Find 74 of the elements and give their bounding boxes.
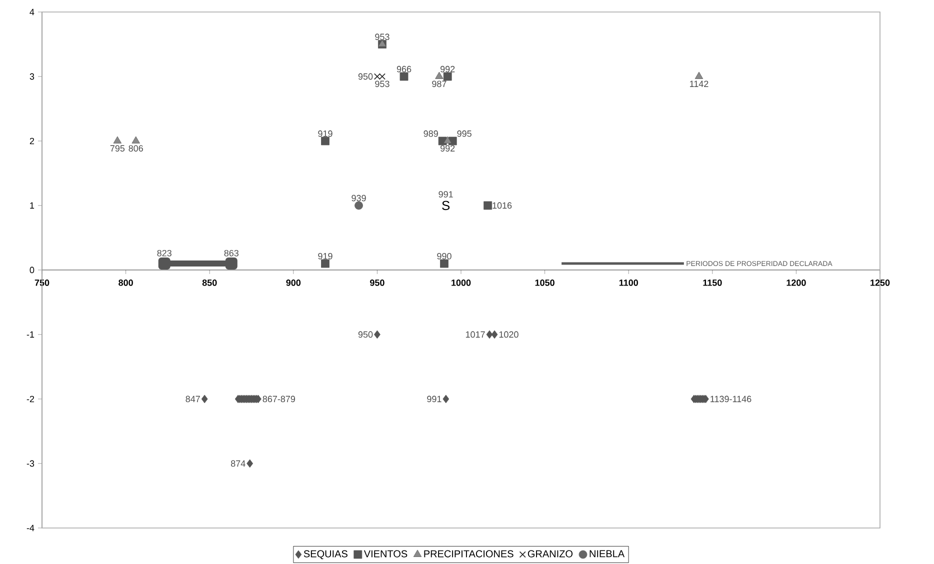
annotation: 919 xyxy=(318,130,332,137)
legend-label: PRECIPITACIONES xyxy=(424,550,514,558)
annotation: 987 xyxy=(432,80,446,88)
point xyxy=(132,136,140,144)
y-tick-label: -1 xyxy=(26,331,34,338)
annotation: S xyxy=(442,200,450,210)
x-tick-label: 800 xyxy=(118,280,133,286)
point xyxy=(201,394,208,404)
annotation: 966 xyxy=(396,66,412,72)
point xyxy=(435,72,444,79)
x-tick-label: 900 xyxy=(286,280,301,286)
annotation: 1017 xyxy=(466,331,485,338)
point xyxy=(442,394,450,404)
point xyxy=(486,330,493,339)
y-tick-label: 1 xyxy=(30,202,34,209)
legend-label: SEQUIAS xyxy=(304,550,348,560)
x-tick-label: 1000 xyxy=(452,280,471,286)
legend-label: NIEBLA xyxy=(590,550,625,558)
x-tick-label: 1250 xyxy=(870,280,890,286)
y-tick-label: 4 xyxy=(30,8,34,16)
legend-label: VIENTOS xyxy=(364,550,408,558)
annotation: 1139-1146 xyxy=(710,396,752,402)
point xyxy=(491,330,498,339)
annotation: 992 xyxy=(440,145,455,152)
point xyxy=(246,459,254,468)
annotation: 992 xyxy=(440,66,455,72)
x-tick-label: 1050 xyxy=(535,280,554,286)
annotation: 867-879 xyxy=(262,396,296,402)
annotation: 823 xyxy=(157,250,172,256)
annotation: 953 xyxy=(375,34,390,40)
point xyxy=(158,258,170,270)
point xyxy=(374,330,380,339)
annotation: 991 xyxy=(427,396,442,402)
point xyxy=(484,201,492,210)
point xyxy=(694,72,704,79)
point xyxy=(444,136,452,144)
annotation: 1020 xyxy=(499,331,518,338)
point xyxy=(443,72,452,81)
point xyxy=(225,258,238,270)
x-tick-label: 1150 xyxy=(703,280,722,286)
annotation: 991 xyxy=(438,191,453,198)
x-tick-label: 850 xyxy=(202,280,217,286)
point xyxy=(440,259,448,268)
x-tick-label: 1100 xyxy=(619,280,638,286)
annotation: 995 xyxy=(457,130,472,137)
point xyxy=(113,136,122,144)
annotation: 950 xyxy=(358,73,373,80)
y-tick-label: -3 xyxy=(26,460,34,467)
point xyxy=(321,136,330,146)
point xyxy=(354,201,363,210)
annotation: 1016 xyxy=(492,202,512,209)
annotation: 795 xyxy=(110,145,125,152)
annotation: 990 xyxy=(437,252,452,260)
annotation: 874 xyxy=(231,460,246,467)
x-tick-label: 950 xyxy=(370,280,384,286)
y-tick-label: -4 xyxy=(26,524,34,532)
annotation: 847 xyxy=(186,396,200,402)
annotation: 953 xyxy=(375,80,390,88)
annotation: 1142 xyxy=(690,80,708,87)
y-tick-label: 3 xyxy=(30,73,34,80)
x-tick-label: 1200 xyxy=(786,280,806,286)
y-tick-label: -2 xyxy=(26,396,34,402)
legend-label: GRANIZO xyxy=(528,550,573,558)
annotation: 806 xyxy=(128,145,143,152)
x-tick-label: 750 xyxy=(34,280,50,286)
y-tick-label: 2 xyxy=(30,138,34,144)
annotation: 939 xyxy=(352,194,366,202)
annotation: 950 xyxy=(358,331,373,338)
annotation: 863 xyxy=(224,250,239,256)
annotation: 919 xyxy=(318,252,332,260)
point xyxy=(321,259,330,268)
y-tick-label: 0 xyxy=(30,266,34,274)
annotation: 989 xyxy=(424,130,438,137)
point xyxy=(400,72,408,81)
